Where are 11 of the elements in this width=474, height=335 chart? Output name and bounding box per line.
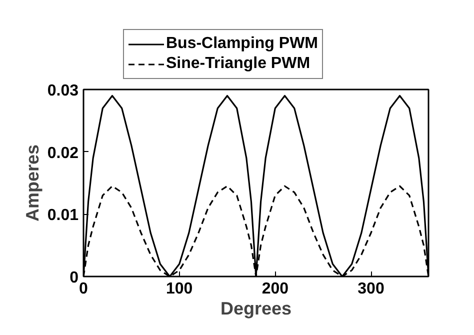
x-tick-label: 200: [262, 280, 289, 298]
y-axis-title: Amperes: [22, 144, 42, 222]
y-tick-label: 0.01: [47, 207, 79, 224]
y-tick-label: 0.02: [47, 144, 79, 162]
y-tick-label: 0: [70, 270, 79, 286]
legend-label: Sine-Triangle PWM: [166, 55, 310, 73]
x-tick-label: 300: [358, 280, 384, 298]
legend-label: Bus-Clamping PWM: [166, 35, 318, 53]
x-axis-title: Degrees: [220, 298, 292, 318]
x-tick-label: 100: [166, 280, 193, 298]
y-tick-label: 0.03: [47, 82, 79, 100]
